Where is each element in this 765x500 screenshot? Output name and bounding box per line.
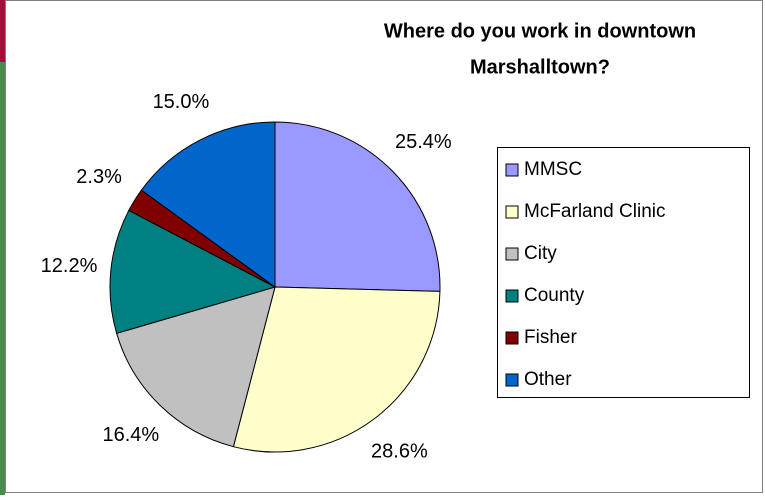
- legend-label: Other: [524, 369, 572, 390]
- pie-slice: [274, 121, 441, 292]
- chart-title: Marshalltown?: [470, 56, 610, 78]
- data-label: 15.0%: [153, 91, 210, 113]
- pie-slice: [109, 209, 277, 334]
- legend-swatch: [505, 373, 519, 387]
- legend-label: McFarland Clinic: [524, 201, 665, 222]
- edge-strip: [0, 0, 5, 62]
- legend-box: [497, 147, 750, 398]
- legend-swatch: [505, 163, 519, 177]
- data-label: 2.3%: [76, 166, 122, 188]
- pie-slice: [116, 286, 276, 448]
- chart-border: [5, 0, 763, 493]
- data-label: 25.4%: [395, 131, 452, 153]
- legend-label: MMSC: [524, 159, 582, 180]
- legend-swatch: [505, 205, 519, 219]
- pie-slice: [140, 121, 276, 288]
- legend-swatch: [505, 289, 519, 303]
- legend-swatch: [505, 247, 519, 261]
- pie-slice: [232, 286, 441, 453]
- legend-swatch: [505, 331, 519, 345]
- chart-title: Where do you work in downtown: [384, 20, 696, 42]
- edge-strip: [0, 62, 5, 495]
- data-label: 16.4%: [102, 424, 159, 446]
- legend-label: City: [524, 243, 557, 264]
- data-label: 12.2%: [41, 255, 98, 277]
- legend-label: County: [524, 285, 585, 306]
- data-label: 28.6%: [371, 441, 428, 463]
- legend-label: Fisher: [524, 327, 577, 348]
